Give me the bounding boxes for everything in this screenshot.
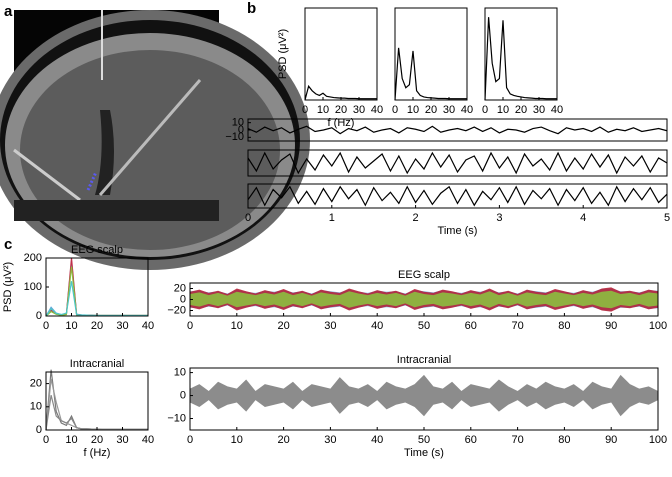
x-tick-label: 3 — [496, 212, 502, 224]
y-tick-label: 10 — [232, 117, 244, 129]
y-tick-label: 200 — [24, 252, 42, 264]
x-tick-label: 20 — [277, 434, 289, 446]
y-tick-label: −10 — [167, 412, 186, 424]
x-tick-label: 80 — [558, 434, 570, 446]
x-tick-label: 20 — [91, 320, 103, 332]
chart-title: Intracranial — [397, 354, 451, 366]
x-tick-label: 50 — [418, 434, 430, 446]
data-line — [45, 395, 148, 431]
x-tick-label: 10 — [65, 320, 77, 332]
mri-image — [0, 10, 310, 270]
x-tick-label: 60 — [465, 434, 477, 446]
x-tick-label: 0 — [43, 434, 49, 446]
y-tick-label: 0 — [36, 424, 42, 436]
x-tick-label: 30 — [533, 104, 545, 116]
x-axis-label: f (Hz) — [328, 117, 355, 129]
x-tick-label: 20 — [335, 104, 347, 116]
y-tick-label: 100 — [24, 281, 42, 293]
data-line — [247, 151, 668, 175]
x-tick-label: 10 — [231, 320, 243, 332]
y-tick-label: 10 — [174, 366, 186, 378]
axes-box — [484, 7, 558, 101]
y-tick-label: −10 — [225, 131, 244, 143]
x-tick-label: 40 — [371, 320, 383, 332]
y-tick-label: 0 — [180, 389, 186, 401]
x-tick-label: 40 — [371, 104, 383, 116]
x-tick-label: 0 — [302, 104, 308, 116]
chart-title: EEG scalp — [398, 269, 450, 281]
x-axis-label: f (Hz) — [84, 447, 111, 459]
x-tick-label: 60 — [465, 320, 477, 332]
x-tick-label: 20 — [91, 434, 103, 446]
axes-box — [304, 7, 378, 101]
data-line — [247, 125, 668, 135]
axes-box — [247, 183, 668, 209]
x-tick-label: 10 — [65, 434, 77, 446]
x-tick-label: 4 — [580, 212, 586, 224]
y-tick-label: 0 — [36, 310, 42, 322]
data-line — [45, 281, 148, 317]
axes-box — [247, 149, 668, 177]
x-tick-label: 20 — [425, 104, 437, 116]
y-axis-label: PSD (μV²) — [2, 262, 14, 312]
signal-band — [190, 374, 658, 417]
y-tick-label: −20 — [167, 304, 186, 316]
x-tick-label: 20 — [515, 104, 527, 116]
x-tick-label: 30 — [116, 434, 128, 446]
x-tick-label: 40 — [461, 104, 473, 116]
x-tick-label: 30 — [353, 104, 365, 116]
x-tick-label: 0 — [43, 320, 49, 332]
signal-band — [190, 290, 658, 309]
x-tick-label: 0 — [392, 104, 398, 116]
x-tick-label: 90 — [605, 320, 617, 332]
x-tick-label: 30 — [324, 434, 336, 446]
x-tick-label: 10 — [407, 104, 419, 116]
y-tick-label: 20 — [30, 378, 42, 390]
x-tick-label: 10 — [231, 434, 243, 446]
x-tick-label: 30 — [443, 104, 455, 116]
x-tick-label: 70 — [511, 320, 523, 332]
x-tick-label: 40 — [142, 434, 154, 446]
x-tick-label: 30 — [324, 320, 336, 332]
y-axis-label: PSD (μV²) — [277, 29, 289, 79]
x-tick-label: 80 — [558, 320, 570, 332]
x-tick-label: 1 — [329, 212, 335, 224]
x-tick-label: 10 — [497, 104, 509, 116]
x-tick-label: 0 — [245, 212, 251, 224]
x-tick-label: 40 — [371, 434, 383, 446]
panel-label: c — [4, 236, 12, 253]
x-tick-label: 100 — [649, 434, 667, 446]
panel-label: b — [247, 0, 256, 17]
x-tick-label: 0 — [187, 320, 193, 332]
x-tick-label: 30 — [116, 320, 128, 332]
x-tick-label: 2 — [413, 212, 419, 224]
data-line — [484, 17, 557, 101]
x-tick-label: 20 — [277, 320, 289, 332]
x-tick-label: 70 — [511, 434, 523, 446]
x-tick-label: 100 — [649, 320, 667, 332]
x-tick-label: 40 — [142, 320, 154, 332]
x-tick-label: 10 — [317, 104, 329, 116]
x-axis-label: Time (s) — [438, 225, 478, 237]
chart-title: Intracranial — [70, 358, 124, 370]
panel-label: a — [4, 3, 13, 20]
x-tick-label: 50 — [418, 320, 430, 332]
x-tick-label: 5 — [664, 212, 670, 224]
x-tick-label: 40 — [551, 104, 563, 116]
data-line — [247, 185, 668, 207]
y-tick-label: 0 — [238, 124, 244, 136]
x-tick-label: 90 — [605, 434, 617, 446]
x-tick-label: 0 — [187, 434, 193, 446]
x-axis-label: Time (s) — [404, 447, 444, 459]
y-tick-label: 20 — [174, 282, 186, 294]
data-line — [45, 266, 148, 317]
y-tick-label: 10 — [30, 401, 42, 413]
data-line — [394, 47, 467, 101]
chart-title: EEG scalp — [71, 244, 123, 256]
y-tick-label: 0 — [180, 293, 186, 305]
x-tick-label: 0 — [482, 104, 488, 116]
